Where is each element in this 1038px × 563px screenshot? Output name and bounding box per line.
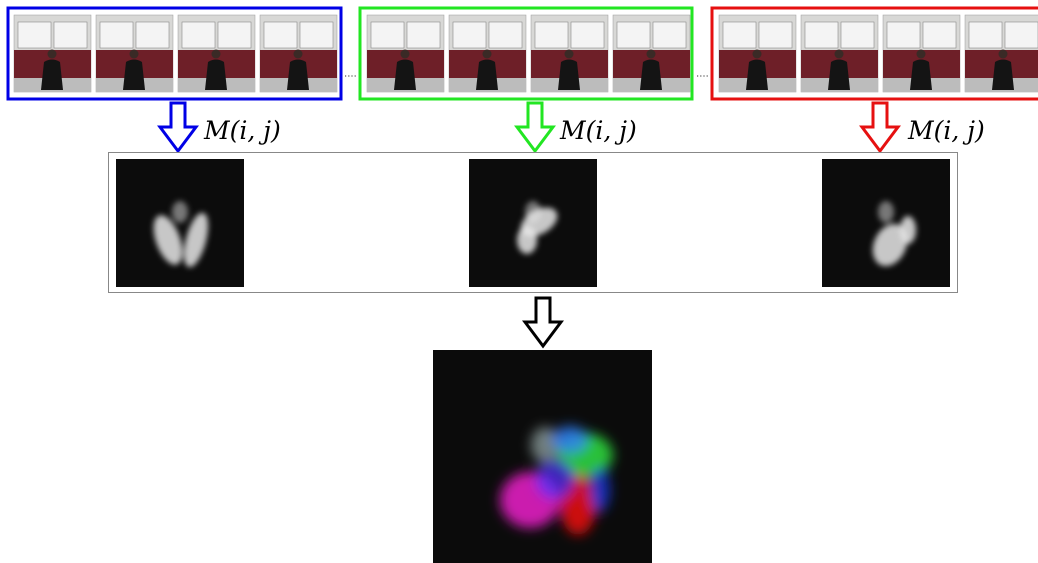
video-frame — [177, 14, 256, 93]
video-frame — [448, 14, 527, 93]
motion-blob — [153, 215, 183, 265]
red-group-box — [710, 6, 1038, 101]
operator-label: M(i, j) — [203, 116, 281, 145]
motion-blobs — [872, 201, 916, 267]
video-frame — [882, 14, 961, 93]
video-frame — [366, 14, 445, 93]
video-frame — [718, 14, 797, 93]
head-blob — [878, 201, 894, 223]
motion-blob — [872, 223, 908, 267]
video-frame — [530, 14, 609, 93]
person-body — [640, 59, 662, 90]
frame-strips — [13, 14, 1038, 93]
board — [570, 21, 605, 49]
person-body — [205, 59, 227, 90]
motion-map — [822, 159, 950, 287]
person-body — [41, 59, 63, 90]
board — [17, 21, 52, 49]
person-head — [400, 49, 410, 59]
fused-map — [433, 350, 652, 563]
person-body — [476, 59, 498, 90]
down-arrow — [157, 101, 199, 154]
board — [135, 21, 170, 49]
operator-label: M(i, j) — [559, 116, 637, 145]
board — [722, 21, 757, 49]
video-frame — [13, 14, 92, 93]
person-head — [916, 49, 926, 59]
board — [758, 21, 793, 49]
board — [299, 21, 334, 49]
person-body — [123, 59, 145, 90]
video-frame — [612, 14, 691, 93]
person-head — [129, 49, 139, 59]
board — [616, 21, 651, 49]
down-arrow — [859, 101, 901, 154]
person-body — [287, 59, 309, 90]
motion-blob — [517, 226, 537, 254]
board — [370, 21, 405, 49]
board — [534, 21, 569, 49]
motion-maps — [116, 159, 950, 287]
person-head — [646, 49, 656, 59]
board — [406, 21, 441, 49]
down-arrow — [522, 296, 564, 349]
person-body — [746, 59, 768, 90]
video-frame — [259, 14, 338, 93]
person-body — [910, 59, 932, 90]
person-body — [394, 59, 416, 90]
person-head — [834, 49, 844, 59]
person-head — [47, 49, 57, 59]
motion-blobs — [153, 201, 209, 268]
person-head — [211, 49, 221, 59]
person-body — [558, 59, 580, 90]
blue-group-box — [6, 6, 343, 101]
motion-blob — [183, 212, 209, 268]
person-body — [828, 59, 850, 90]
video-frame — [800, 14, 879, 93]
board — [886, 21, 921, 49]
board — [53, 21, 88, 49]
board — [922, 21, 957, 49]
person-head — [564, 49, 574, 59]
down-arrow — [514, 101, 556, 154]
motion-blob — [900, 216, 916, 244]
motion-map — [116, 159, 244, 287]
board — [263, 21, 298, 49]
head-blob — [172, 201, 188, 223]
person-body — [992, 59, 1014, 90]
board — [968, 21, 1003, 49]
board — [488, 21, 523, 49]
board — [840, 21, 875, 49]
person-head — [752, 49, 762, 59]
board — [217, 21, 252, 49]
motion-map — [469, 159, 597, 287]
person-head — [482, 49, 492, 59]
person-head — [293, 49, 303, 59]
board — [652, 21, 687, 49]
board — [452, 21, 487, 49]
board — [181, 21, 216, 49]
video-frame — [964, 14, 1038, 93]
board — [99, 21, 134, 49]
green-group-box — [358, 6, 694, 101]
operator-label: M(i, j) — [907, 116, 985, 145]
video-frame — [95, 14, 174, 93]
fused-blobs — [500, 426, 613, 535]
board — [804, 21, 839, 49]
board — [1004, 21, 1038, 49]
person-head — [998, 49, 1008, 59]
motion-blobs — [517, 201, 558, 254]
